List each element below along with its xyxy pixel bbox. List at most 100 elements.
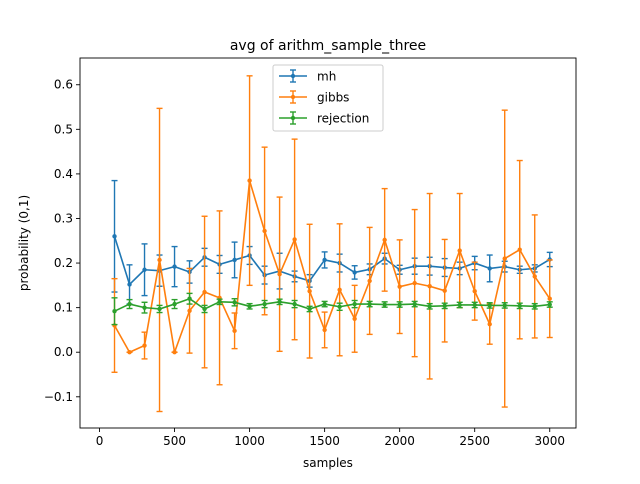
y-tick-label: 0.1 (54, 301, 73, 315)
data-point (442, 303, 447, 309)
y-tick-label: 0.6 (54, 78, 73, 92)
data-point (247, 178, 252, 183)
series-line-mh (113, 236, 551, 286)
data-point (127, 301, 132, 307)
data-point (247, 304, 252, 309)
data-point (427, 304, 432, 309)
x-tick-label: 500 (163, 434, 186, 448)
data-point (547, 296, 552, 301)
data-point (337, 287, 342, 293)
data-point (352, 270, 357, 275)
data-point (397, 284, 402, 289)
data-point (157, 306, 162, 312)
data-point (502, 256, 507, 261)
plot-frame (79, 57, 577, 429)
legend-label: gibbs (317, 91, 349, 105)
data-point (322, 257, 327, 263)
data-point (112, 309, 117, 314)
data-point (382, 302, 387, 307)
data-point (187, 296, 192, 301)
data-point (427, 284, 432, 289)
data-point (142, 267, 147, 272)
y-tick-label: 0.2 (54, 256, 73, 270)
data-point (157, 257, 162, 263)
data-point (217, 299, 222, 305)
data-point (502, 303, 507, 308)
axes-layer: 0 500 1000 1500 2000 2500 3000 −0.1 0.0 0.1 0.2 0.3… (44, 78, 565, 448)
data-point (277, 299, 282, 305)
x-tick-label: 3000 (534, 434, 565, 448)
data-point (187, 308, 192, 313)
data-point (292, 237, 297, 242)
data-point (517, 247, 522, 252)
x-tick-label: 2000 (384, 434, 415, 448)
series-layer (111, 75, 553, 413)
data-point (232, 257, 237, 263)
legend-item-gibbs: gibbs (279, 90, 349, 105)
data-point (172, 350, 177, 355)
data-point (367, 301, 372, 307)
data-point (337, 304, 342, 309)
x-axis-label: samples (303, 456, 353, 470)
y-axis-label: probability (0,1) (17, 195, 31, 291)
data-point (202, 289, 207, 295)
data-point (472, 302, 477, 308)
data-point (202, 306, 207, 312)
data-point (517, 303, 522, 309)
legend-item-rejection: rejection (279, 111, 369, 126)
data-point (487, 303, 492, 308)
data-point (412, 301, 417, 307)
y-tick-label: 0.4 (54, 167, 73, 181)
y-tick-label: 0.3 (54, 211, 73, 225)
data-point (112, 234, 117, 239)
x-tick-label: 1000 (234, 434, 265, 448)
series-gibbs (111, 75, 553, 413)
legend: mh gibbs rejection (272, 64, 384, 132)
legend-marker (290, 94, 296, 100)
chart-title: avg of arithm_sample_three (230, 38, 426, 54)
data-point (322, 301, 327, 307)
data-point (532, 304, 537, 309)
data-point (277, 272, 282, 277)
data-point (127, 282, 132, 287)
data-point (457, 248, 462, 253)
data-point (352, 316, 357, 321)
series-rejection (111, 292, 553, 326)
y-tick-label: −0.1 (44, 390, 73, 404)
data-point (532, 274, 537, 279)
data-point (487, 266, 492, 271)
x-tick-label: 1500 (309, 434, 340, 448)
data-point (127, 350, 132, 355)
data-point (547, 302, 552, 307)
legend-box (272, 64, 384, 132)
series-line-gibbs (113, 179, 551, 354)
data-point (307, 306, 312, 312)
legend-marker (290, 73, 296, 79)
data-point (322, 327, 327, 333)
data-point (487, 321, 492, 327)
data-point (232, 300, 237, 305)
data-point (382, 237, 387, 243)
legend-label: mh (317, 70, 336, 84)
data-point (367, 278, 372, 284)
y-tick-label: 0.0 (54, 345, 73, 359)
data-point (172, 264, 177, 269)
data-point (262, 228, 267, 234)
data-point (397, 302, 402, 307)
data-point (412, 280, 417, 286)
data-point (307, 288, 312, 294)
data-point (472, 288, 477, 294)
y-tick-label: 0.5 (54, 122, 73, 136)
data-point (442, 288, 447, 293)
data-point (352, 301, 357, 307)
series-line-rejection (114, 297, 550, 312)
x-tick-label: 2500 (459, 434, 490, 448)
legend-label: rejection (317, 112, 369, 126)
data-point (292, 301, 297, 307)
data-point (142, 343, 147, 348)
data-point (232, 328, 237, 334)
data-point (142, 305, 147, 310)
legend-marker (290, 115, 296, 121)
